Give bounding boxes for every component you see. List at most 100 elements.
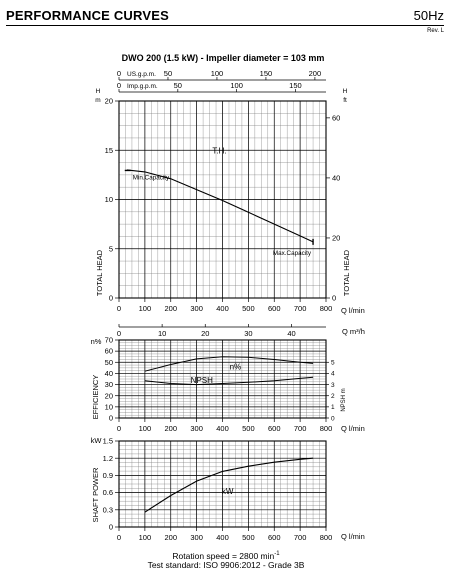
npsh-tick-label: 1 bbox=[331, 404, 335, 411]
efficiency-tick-labels: 0 100 200 300 400 500 600 700 800010203040506070… bbox=[91, 336, 335, 433]
y-tick-label: 1.2 bbox=[103, 454, 113, 463]
x-axis-label: Q l/min bbox=[341, 532, 365, 541]
x-tick-label: 400 bbox=[216, 533, 229, 542]
efficiency-series: n% NPSH bbox=[144, 356, 314, 386]
y-unit-label: kW bbox=[91, 436, 103, 445]
y-tick-label: 30 bbox=[105, 380, 113, 389]
top-axis-tick-label: 40 bbox=[287, 329, 295, 338]
y-unit-label: n% bbox=[91, 337, 102, 346]
x-axis-label: Q l/min bbox=[341, 306, 365, 315]
rotation-speed-text: Rotation speed = 2800 min bbox=[172, 550, 275, 561]
series-label-th: T.H. bbox=[212, 146, 226, 155]
power-curve bbox=[144, 457, 314, 513]
x-tick-label: 100 bbox=[139, 304, 152, 313]
y-tick-label: 10 bbox=[105, 402, 113, 411]
top-axis-tick-label: 50 bbox=[164, 69, 172, 78]
y2-tick-label: 60 bbox=[332, 113, 340, 122]
top-axis-tick-label: 200 bbox=[309, 69, 322, 78]
efficiency-grid bbox=[118, 339, 327, 419]
power-tick-labels: 0 100 200 300 400 500 600 700 800 0 0.3 0.6 0.9 1.2 1.… bbox=[91, 436, 333, 542]
y-unit-left: H bbox=[96, 88, 101, 95]
x-tick-label: 800 bbox=[320, 424, 333, 433]
npsh-tick-label: 3 bbox=[331, 382, 335, 389]
series-label-npsh: NPSH bbox=[191, 376, 213, 385]
y-tick-label: 20 bbox=[105, 97, 113, 106]
y-tick-label: 0.3 bbox=[103, 505, 113, 514]
y-tick-label: 40 bbox=[105, 369, 113, 378]
y-axis-label-left: TOTAL HEAD bbox=[95, 249, 104, 296]
y-tick-label: 0.6 bbox=[103, 488, 113, 497]
top-axis-label: Q m³/h bbox=[342, 327, 365, 336]
y-tick-label: 5 bbox=[109, 244, 113, 253]
y-tick-label: 10 bbox=[105, 195, 113, 204]
top-axis-tick-label: 150 bbox=[260, 69, 273, 78]
x-tick-label: 800 bbox=[320, 533, 333, 542]
x-tick-label: 400 bbox=[216, 304, 229, 313]
x-axis-label: Q l/min bbox=[341, 424, 365, 433]
power-chart: 0 100 200 300 400 500 600 700 800 0 0.3 0.6 0.9 1.2 1.… bbox=[91, 436, 365, 542]
y-tick-label: 50 bbox=[105, 358, 113, 367]
y-unit-right: H bbox=[343, 88, 348, 95]
npsh-tick-label: 4 bbox=[331, 371, 335, 378]
npsh-curve bbox=[144, 376, 314, 386]
y-tick-label: 15 bbox=[105, 146, 113, 155]
y-tick-label: 60 bbox=[105, 347, 113, 356]
y-tick-label: 0 bbox=[109, 523, 113, 532]
y-tick-label: 0.9 bbox=[103, 471, 113, 480]
x-tick-label: 600 bbox=[268, 424, 281, 433]
head-chart: DWO 200 (1.5 kW) - Impeller diameter = 1… bbox=[95, 53, 365, 315]
chart-title: DWO 200 (1.5 kW) - Impeller diameter = 1… bbox=[122, 53, 325, 63]
x-tick-label: 300 bbox=[190, 304, 203, 313]
x-tick-label: 300 bbox=[190, 533, 203, 542]
x-tick-label: 200 bbox=[164, 304, 177, 313]
y-unit-right-ft: ft bbox=[343, 97, 347, 104]
head-curve bbox=[126, 169, 314, 243]
y2-tick-label: 0 bbox=[332, 294, 336, 303]
y2-tick-label: 40 bbox=[332, 174, 340, 183]
x-tick-label: 0 bbox=[117, 533, 121, 542]
series-label-efficiency: n% bbox=[230, 363, 242, 372]
efficiency-curve bbox=[144, 356, 314, 372]
y-tick-label: 70 bbox=[105, 336, 113, 345]
y-axis-label: EFFICIENCY bbox=[91, 375, 100, 420]
series-label-kw: kW bbox=[222, 487, 234, 496]
rotation-speed-exponent: -1 bbox=[274, 551, 280, 557]
y-tick-label: 0 bbox=[109, 294, 113, 303]
power-series: kW bbox=[144, 457, 314, 513]
x-tick-label: 100 bbox=[139, 533, 152, 542]
x-tick-label: 500 bbox=[242, 424, 255, 433]
top-axis-tick-label: 100 bbox=[230, 81, 243, 90]
top-axis-tick-label: 30 bbox=[244, 329, 252, 338]
power-grid bbox=[118, 440, 327, 528]
x-tick-label: 400 bbox=[216, 424, 229, 433]
x-tick-label: 500 bbox=[242, 533, 255, 542]
top-axis-label: Imp.g.p.m. bbox=[127, 83, 158, 90]
x-tick-label: 700 bbox=[294, 424, 307, 433]
section-title: PERFORMANCE CURVES bbox=[6, 8, 169, 23]
npsh-axis-label: NPSH m bbox=[341, 388, 347, 411]
frequency-label: 50Hz bbox=[413, 8, 444, 23]
rotation-speed: Rotation speed = 2800 min-1 bbox=[0, 549, 452, 561]
x-tick-label: 700 bbox=[294, 304, 307, 313]
y-tick-label: 20 bbox=[105, 391, 113, 400]
top-axis-tick-label: 10 bbox=[158, 329, 166, 338]
x-tick-label: 300 bbox=[190, 424, 203, 433]
x-tick-label: 700 bbox=[294, 533, 307, 542]
header-rule bbox=[6, 25, 444, 26]
y2-tick-label: 20 bbox=[332, 234, 340, 243]
top-m3h-axis: 0 10 20 30 40 Q m³/h bbox=[117, 324, 365, 338]
x-tick-label: 600 bbox=[268, 304, 281, 313]
top-axis-tick-label: 0 bbox=[117, 81, 121, 90]
top-axis-tick-label: 0 bbox=[117, 329, 121, 338]
top-axis-tick-label: 0 bbox=[117, 69, 121, 78]
x-tick-label: 600 bbox=[268, 533, 281, 542]
y-axis-label-right: TOTAL HEAD bbox=[342, 249, 351, 296]
head-grid bbox=[118, 100, 327, 299]
y-unit-left-m: m bbox=[95, 97, 100, 104]
x-tick-label: 0 bbox=[117, 424, 121, 433]
top-axis-tick-label: 150 bbox=[289, 81, 302, 90]
npsh-tick-label: 0 bbox=[331, 415, 335, 422]
revision-label: Rev. L bbox=[427, 28, 444, 34]
